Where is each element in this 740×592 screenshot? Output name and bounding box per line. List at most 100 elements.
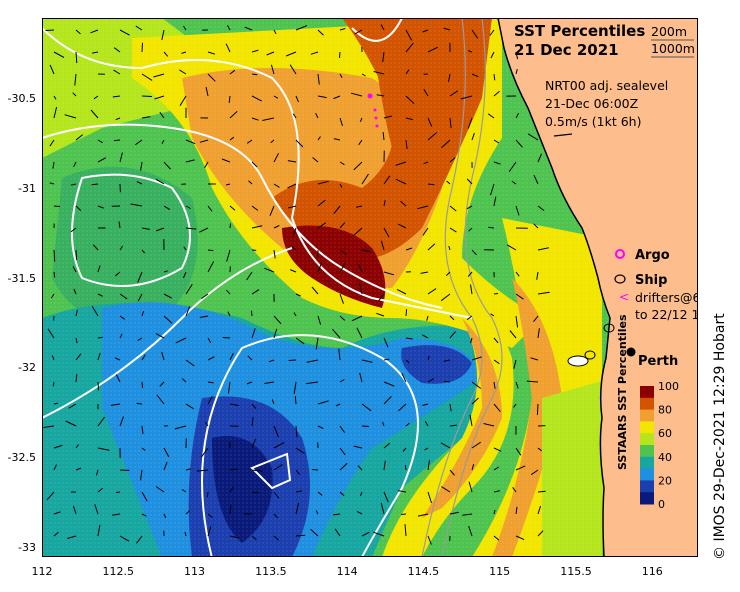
y-tick-label: -32.5 — [7, 451, 36, 465]
drifter-track — [367, 93, 379, 128]
velocity-arrow — [293, 381, 297, 394]
velocity-arrow — [358, 263, 363, 273]
velocity-arrow — [513, 359, 517, 369]
velocity-arrow — [141, 73, 153, 81]
velocity-arrow — [334, 528, 341, 537]
velocity-arrow — [317, 180, 329, 185]
y-tick-label: -31.5 — [7, 271, 36, 285]
velocity-arrow — [161, 351, 165, 361]
velocity-arrow — [533, 223, 539, 229]
velocity-arrow — [427, 132, 438, 141]
velocity-arrow — [380, 24, 385, 31]
x-tick-label: 115 — [489, 565, 511, 578]
velocity-arrow — [383, 442, 391, 449]
velocity-arrow — [135, 139, 143, 146]
velocity-arrow — [64, 114, 77, 119]
velocity-arrow — [315, 337, 319, 350]
velocity-arrow — [273, 183, 280, 188]
velocity-arrow — [73, 161, 77, 168]
velocity-arrow — [471, 397, 479, 405]
velocity-arrow — [181, 51, 187, 54]
velocity-arrow — [417, 513, 429, 517]
velocity-arrow — [251, 535, 257, 541]
velocity-arrow — [315, 510, 319, 515]
velocity-arrow — [268, 359, 275, 363]
velocity-arrow — [271, 399, 275, 405]
velocity-arrow — [287, 205, 297, 209]
velocity-arrow — [317, 222, 327, 229]
colorbar-tick-label: 20 — [658, 474, 672, 487]
velocity-arrow — [421, 334, 429, 339]
velocity-arrow — [72, 266, 77, 273]
velocity-arrow — [294, 396, 297, 405]
velocity-arrow — [251, 161, 258, 168]
velocity-arrow — [397, 490, 407, 493]
velocity-arrow — [376, 94, 385, 97]
velocity-arrow — [141, 491, 148, 502]
velocity-arrow — [113, 139, 121, 142]
velocity-arrow — [285, 51, 297, 57]
velocity-arrow — [110, 403, 121, 406]
velocity-arrow — [273, 249, 276, 259]
velocity-arrow — [515, 139, 523, 148]
velocity-arrow — [163, 513, 167, 519]
velocity-arrow — [266, 51, 275, 56]
velocity-arrows — [43, 24, 550, 545]
velocity-arrow — [493, 447, 502, 452]
velocity-arrow — [45, 29, 55, 31]
velocity-arrow — [53, 402, 59, 405]
info-scale: 0.5m/s (1kt 6h) — [545, 114, 641, 129]
velocity-arrow — [449, 117, 452, 128]
velocity-arrow — [52, 381, 55, 387]
velocity-arrow — [471, 29, 479, 39]
velocity-arrow — [317, 315, 322, 325]
velocity-arrow — [97, 265, 101, 273]
velocity-arrow — [227, 25, 231, 31]
velocity-arrow — [449, 331, 456, 339]
velocity-arrow — [119, 333, 123, 339]
velocity-arrow — [251, 438, 257, 449]
isobath-1000m — [421, 17, 483, 558]
velocity-arrow — [506, 244, 517, 251]
velocity-arrow — [137, 293, 143, 302]
velocity-arrow — [141, 354, 146, 361]
city-label-perth: Perth — [638, 354, 678, 369]
velocity-arrow — [52, 161, 55, 169]
velocity-arrow — [251, 205, 259, 211]
velocity-arrow — [229, 504, 232, 515]
velocity-arrow — [536, 271, 539, 280]
velocity-arrow — [183, 25, 187, 31]
velocity-arrow — [72, 505, 77, 515]
velocity-arrow — [49, 182, 55, 185]
velocity-arrow — [405, 117, 414, 121]
velocity-arrow — [207, 205, 213, 212]
velocity-arrow — [515, 293, 524, 300]
velocity-arrow — [97, 447, 110, 451]
velocity-arrow — [136, 181, 143, 185]
velocity-arrow — [251, 49, 259, 53]
velocity-arrow — [405, 29, 413, 41]
velocity-arrow — [115, 491, 121, 493]
velocity-arrow — [94, 504, 99, 515]
velocity-arrow — [75, 205, 82, 211]
velocity-arrow — [97, 336, 103, 339]
velocity-arrow — [493, 337, 499, 344]
velocity-arrow — [68, 403, 77, 409]
velocity-arrow — [469, 414, 473, 427]
velocity-arrow — [115, 117, 121, 121]
velocity-arrow — [53, 271, 56, 278]
velocity-arrow — [75, 467, 82, 471]
velocity-arrow — [251, 289, 260, 295]
velocity-arrow — [185, 359, 195, 367]
velocity-arrow — [468, 481, 473, 493]
velocity-arrow — [97, 487, 103, 493]
colorbar-label: SSTAARS SST Percentiles — [616, 314, 629, 471]
x-tick-label: 116 — [641, 565, 663, 578]
velocity-arrow — [204, 161, 209, 169]
velocity-arrow — [526, 380, 539, 383]
velocity-arrow — [251, 416, 254, 427]
velocity-arrow — [449, 227, 457, 233]
legend-argo: Argo — [635, 248, 670, 263]
velocity-arrow — [306, 359, 319, 363]
colorbar-swatch — [640, 397, 654, 411]
